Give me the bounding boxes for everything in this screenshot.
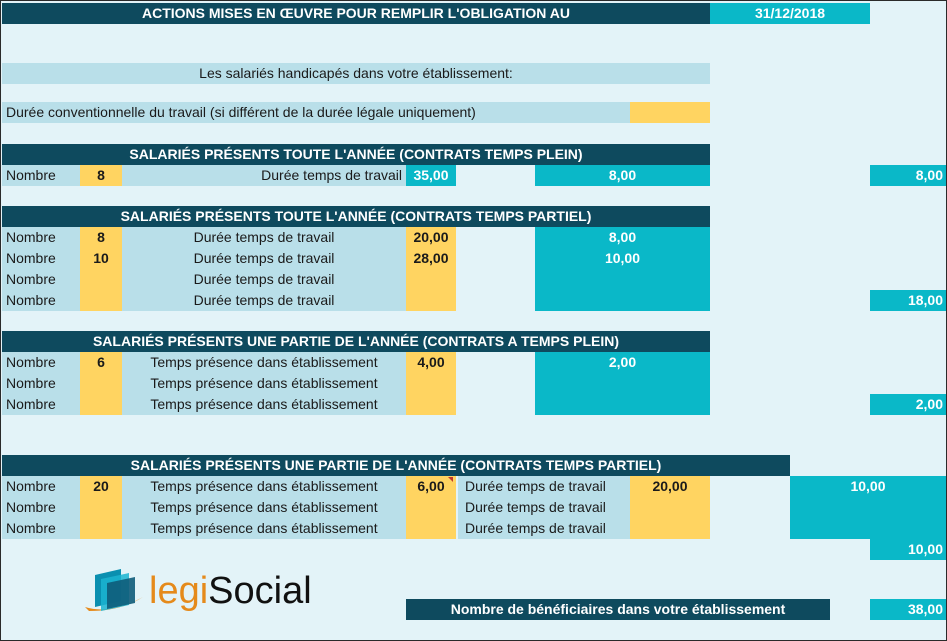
section4-presence-cell[interactable] bbox=[406, 518, 456, 539]
section2-result-cell bbox=[535, 269, 710, 290]
duration-label: Durée conventionnelle du travail (si dif… bbox=[2, 102, 630, 123]
section2-count-cell[interactable]: 10 bbox=[80, 248, 122, 269]
section3-nombre-label: Nombre bbox=[2, 373, 80, 394]
logo-emblem-icon bbox=[85, 569, 143, 611]
section4-duree-label: Durée temps de travail bbox=[458, 518, 630, 539]
section4-duree-label: Durée temps de travail bbox=[458, 476, 630, 497]
section3-result-cell bbox=[535, 394, 710, 415]
section4-hours-cell[interactable]: 20,00 bbox=[630, 476, 710, 497]
section4-duree-label: Durée temps de travail bbox=[458, 497, 630, 518]
section3-presence-cell[interactable] bbox=[406, 394, 456, 415]
section3-total-cell: 2,00 bbox=[870, 394, 946, 415]
section2-total-cell: 18,00 bbox=[870, 290, 946, 311]
section1-hours-cell[interactable]: 35,00 bbox=[406, 165, 456, 186]
section2-hours-cell[interactable]: 20,00 bbox=[406, 227, 456, 248]
section4-presence-label: Temps présence dans établissement bbox=[122, 497, 406, 518]
section2-nombre-label: Nombre bbox=[2, 269, 80, 290]
section3-count-cell[interactable] bbox=[80, 373, 122, 394]
section2-result-cell: 10,00 bbox=[535, 248, 710, 269]
duration-input-cell[interactable] bbox=[630, 102, 710, 123]
section2-hours-cell[interactable] bbox=[406, 290, 456, 311]
section3-presence-label: Temps présence dans établissement bbox=[122, 394, 406, 415]
section2-result-cell bbox=[535, 290, 710, 311]
section4-hours-cell[interactable] bbox=[630, 518, 710, 539]
section4-hours-cell[interactable] bbox=[630, 497, 710, 518]
section2-duree-label: Durée temps de travail bbox=[122, 269, 406, 290]
section2-count-cell[interactable]: 8 bbox=[80, 227, 122, 248]
logo-wordmark: legiSocial bbox=[149, 569, 312, 613]
section3-title: SALARIÉS PRÉSENTS UNE PARTIE DE L'ANNÉE … bbox=[2, 331, 710, 352]
header-title: ACTIONS MISES EN ŒUVRE POUR REMPLIR L'OB… bbox=[2, 3, 710, 24]
section4-presence-cell[interactable] bbox=[406, 497, 456, 518]
section4-result-cell: 10,00 bbox=[790, 476, 946, 497]
section2-duree-label: Durée temps de travail bbox=[122, 248, 406, 269]
section2-title: SALARIÉS PRÉSENTS TOUTE L'ANNÉE (CONTRAT… bbox=[2, 206, 710, 227]
section2-count-cell[interactable] bbox=[80, 269, 122, 290]
section1-title: SALARIÉS PRÉSENTS TOUTE L'ANNÉE (CONTRAT… bbox=[2, 144, 710, 165]
section3-result-cell bbox=[535, 373, 710, 394]
logo-text-legi: legi bbox=[149, 570, 209, 612]
section4-count-cell[interactable]: 20 bbox=[80, 476, 122, 497]
section1-result-cell: 8,00 bbox=[535, 165, 710, 186]
section2-hours-cell[interactable] bbox=[406, 269, 456, 290]
header-date-cell[interactable]: 31/12/2018 bbox=[710, 3, 870, 24]
section1-nombre-label: Nombre bbox=[2, 165, 80, 186]
section3-presence-label: Temps présence dans établissement bbox=[122, 352, 406, 373]
section4-presence-label: Temps présence dans établissement bbox=[122, 476, 406, 497]
section1-duree-label: Durée temps de travail bbox=[122, 165, 406, 186]
section2-nombre-label: Nombre bbox=[2, 227, 80, 248]
section4-count-cell[interactable] bbox=[80, 518, 122, 539]
section4-nombre-label: Nombre bbox=[2, 476, 80, 497]
section4-title: SALARIÉS PRÉSENTS UNE PARTIE DE L'ANNÉE … bbox=[2, 455, 790, 476]
section4-presence-cell[interactable]: 6,00 bbox=[406, 476, 456, 497]
section1-total-cell: 8,00 bbox=[870, 165, 946, 186]
footer-total-cell: 38,00 bbox=[870, 599, 946, 620]
section4-result-cell bbox=[790, 497, 946, 518]
section4-result-cell bbox=[790, 518, 946, 539]
section2-duree-label: Durée temps de travail bbox=[122, 290, 406, 311]
section3-nombre-label: Nombre bbox=[2, 394, 80, 415]
section2-result-cell: 8,00 bbox=[535, 227, 710, 248]
section2-nombre-label: Nombre bbox=[2, 248, 80, 269]
section3-presence-cell[interactable]: 4,00 bbox=[406, 352, 456, 373]
section4-nombre-label: Nombre bbox=[2, 518, 80, 539]
section2-nombre-label: Nombre bbox=[2, 290, 80, 311]
section3-presence-cell[interactable] bbox=[406, 373, 456, 394]
section4-total-cell: 10,00 bbox=[870, 539, 946, 560]
section3-count-cell[interactable] bbox=[80, 394, 122, 415]
section4-nombre-label: Nombre bbox=[2, 497, 80, 518]
section4-presence-label: Temps présence dans établissement bbox=[122, 518, 406, 539]
section2-count-cell[interactable] bbox=[80, 290, 122, 311]
section4-count-cell[interactable] bbox=[80, 497, 122, 518]
comment-indicator-icon[interactable] bbox=[448, 477, 453, 482]
legisocial-logo: legiSocial bbox=[81, 567, 351, 615]
section3-nombre-label: Nombre bbox=[2, 352, 80, 373]
employees-label: Les salariés handicapés dans votre établ… bbox=[2, 63, 710, 84]
section3-result-cell: 2,00 bbox=[535, 352, 710, 373]
logo-text-social: Social bbox=[208, 570, 312, 612]
section3-presence-label: Temps présence dans établissement bbox=[122, 373, 406, 394]
section2-hours-cell[interactable]: 28,00 bbox=[406, 248, 456, 269]
section2-duree-label: Durée temps de travail bbox=[122, 227, 406, 248]
section1-count-cell[interactable]: 8 bbox=[80, 165, 122, 186]
footer-label: Nombre de bénéficiaires dans votre établ… bbox=[406, 599, 830, 620]
section3-count-cell[interactable]: 6 bbox=[80, 352, 122, 373]
